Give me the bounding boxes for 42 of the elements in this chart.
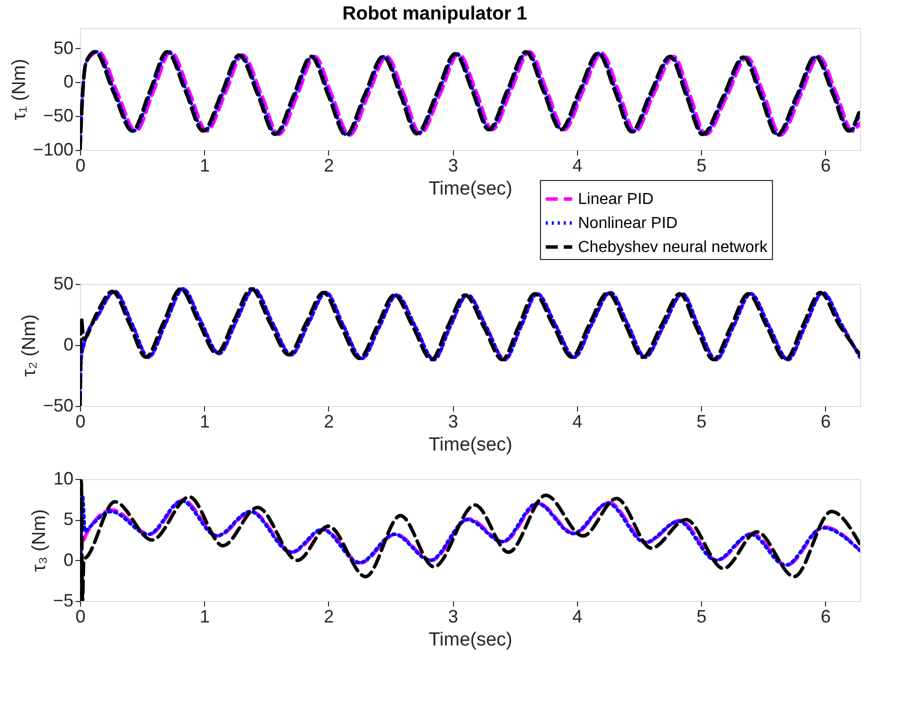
line-series — [80, 50, 860, 150]
y-axis-title: τ₃ (Nm) — [28, 509, 50, 572]
y-tick-label: 0 — [63, 334, 74, 354]
y-tick-label: 0 — [63, 550, 74, 570]
x-tick-label: 1 — [200, 156, 210, 176]
y-axis-title: τ₂ (Nm) — [18, 314, 40, 377]
y-tick-label: −100 — [32, 140, 74, 160]
x-tick-label: 3 — [448, 156, 458, 176]
x-tick-label: 5 — [696, 412, 707, 432]
y-tick-label: −50 — [42, 396, 74, 416]
x-axis-title: Time(sec) — [428, 178, 512, 200]
x-axis-title: Time(sec) — [428, 434, 512, 456]
y-tick-label: 5 — [63, 509, 74, 530]
x-tick-label: 1 — [200, 412, 210, 432]
x-tick-label: 4 — [572, 606, 582, 626]
y-tick-label: 0 — [63, 72, 74, 92]
x-tick-label: 4 — [572, 156, 582, 176]
x-tick-label: 2 — [324, 156, 334, 176]
y-tick-label: −50 — [42, 106, 74, 126]
legend-label: Nonlinear PID — [578, 215, 678, 232]
x-tick-label: 5 — [696, 606, 707, 626]
chart-title: Robot manipulator 1 — [342, 4, 528, 24]
x-tick-label: 1 — [200, 606, 210, 626]
y-tick-label: 10 — [53, 468, 74, 488]
line-series — [82, 498, 860, 567]
y-axis-title: τ₁ (Nm) — [8, 58, 30, 120]
y-tick-label: 50 — [53, 274, 74, 294]
line-series — [80, 287, 860, 406]
legend-label: Chebyshev neural network — [578, 239, 768, 256]
x-tick-label: 2 — [324, 412, 334, 432]
x-tick-label: 5 — [696, 156, 707, 176]
x-axis-title: Time(sec) — [428, 630, 512, 650]
x-tick-label: 6 — [820, 606, 831, 626]
x-tick-label: 2 — [324, 606, 334, 626]
x-tick-label: 3 — [448, 412, 458, 432]
x-tick-label: 3 — [448, 606, 458, 626]
legend-label: Linear PID — [578, 191, 654, 208]
y-tick-label: −5 — [52, 590, 74, 610]
x-tick-label: 6 — [820, 156, 831, 176]
y-tick-label: 50 — [53, 38, 74, 58]
x-tick-label: 6 — [820, 412, 831, 432]
x-tick-label: 4 — [572, 412, 582, 432]
